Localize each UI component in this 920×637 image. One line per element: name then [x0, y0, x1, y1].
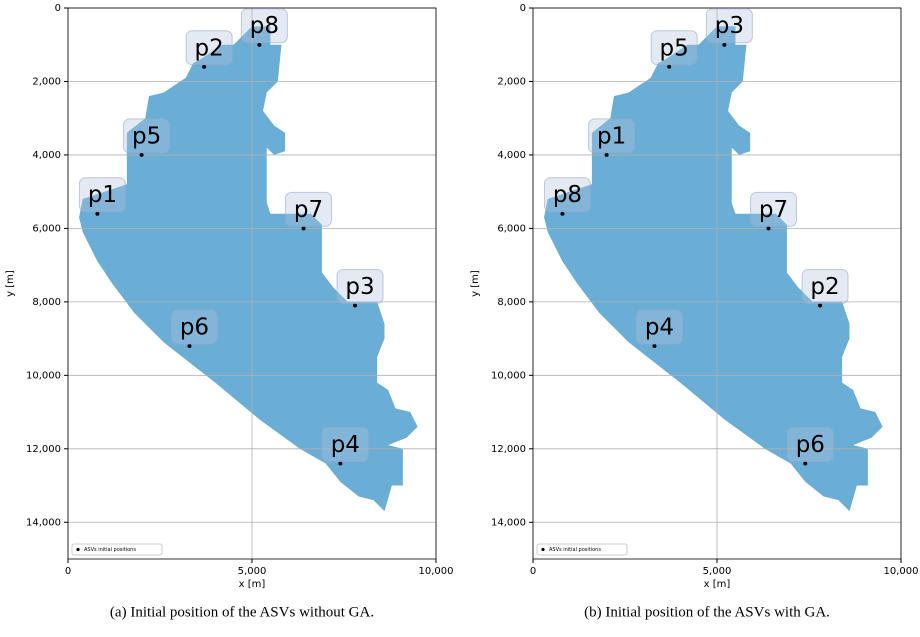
y-tick-label: 10,000 — [491, 370, 526, 381]
annotation-box — [588, 118, 636, 154]
point-label: p1 — [597, 123, 626, 149]
x-tick-label: 5,000 — [238, 566, 267, 577]
point-label: p8 — [250, 13, 279, 39]
point-label: p6 — [180, 314, 209, 340]
y-tick-label: 6,000 — [32, 223, 61, 234]
y-tick-label: 4,000 — [497, 150, 526, 161]
point-label: p1 — [88, 182, 117, 208]
point-label: p6 — [796, 432, 825, 458]
y-tick-label: 8,000 — [32, 297, 61, 308]
annotation-box — [705, 8, 753, 44]
x-tick-label: 5,000 — [703, 566, 732, 577]
point-label: p2 — [810, 274, 839, 300]
x-tick-label: 10,000 — [884, 566, 919, 577]
caption: (b) Initial position of the ASVs with GA… — [584, 604, 830, 620]
annotation-box — [185, 30, 233, 66]
y-tick-label: 4,000 — [32, 150, 61, 161]
y-tick-label: 14,000 — [26, 517, 61, 528]
legend-label: ASVs initial positions — [84, 547, 136, 553]
point-label: p4 — [645, 314, 674, 340]
panel-b: 0 5,000 10,000 0 2,000 4,000 6,000 8,000 10,000 1… — [470, 3, 919, 620]
annotation-box — [336, 269, 384, 305]
annotation-box — [170, 309, 218, 345]
asv-point — [301, 226, 306, 231]
asv-point — [353, 303, 358, 308]
plot-frame — [532, 7, 902, 560]
point-label: p2 — [195, 35, 224, 61]
y-tick-label: 12,000 — [26, 444, 61, 455]
y-tick-label: 12,000 — [491, 444, 526, 455]
asv-point — [667, 64, 672, 69]
asv-point — [202, 64, 207, 69]
y-tick-label: 10,000 — [26, 370, 61, 381]
asv-point — [766, 226, 771, 231]
annotation-box — [635, 309, 683, 345]
point-label: p7 — [759, 197, 788, 223]
asv-point — [95, 211, 100, 216]
legend-label: ASVs initial positions — [549, 547, 601, 553]
annotation-box — [801, 269, 849, 305]
point-label: p5 — [132, 123, 161, 149]
y-axis-label: y [m] — [470, 270, 481, 297]
x-tick-label: 0 — [530, 566, 536, 577]
point-label: p7 — [294, 197, 323, 223]
annotation-box — [78, 177, 126, 213]
asv-point — [604, 152, 609, 157]
annotation-box — [321, 426, 369, 462]
annotation-box — [123, 118, 171, 154]
annotation-box — [285, 191, 333, 227]
annotation-box — [240, 8, 288, 44]
point-label: p3 — [715, 13, 744, 39]
point-label: p3 — [345, 274, 374, 300]
y-tick-label: 0 — [55, 3, 61, 14]
y-tick-label: 0 — [520, 3, 526, 14]
asv-point — [803, 461, 808, 466]
point-label: p8 — [553, 182, 582, 208]
plot-frame — [67, 7, 437, 560]
annotation-box — [543, 177, 591, 213]
asv-point — [818, 303, 823, 308]
y-tick-label: 14,000 — [491, 517, 526, 528]
asv-point — [338, 461, 343, 466]
annotation-box — [786, 426, 834, 462]
annotation-box — [750, 191, 798, 227]
legend-box — [71, 543, 163, 556]
asv-point — [722, 42, 727, 47]
caption: (a) Initial position of the ASVs without… — [110, 604, 374, 620]
asv-point — [560, 211, 565, 216]
x-axis-label: x [m] — [704, 579, 731, 590]
y-tick-label: 2,000 — [32, 76, 61, 87]
legend-marker — [541, 547, 545, 552]
legend-marker — [76, 547, 80, 552]
point-label: p4 — [331, 432, 360, 458]
x-tick-label: 10,000 — [419, 566, 454, 577]
annotation-box — [650, 30, 698, 66]
asv-point — [187, 343, 192, 348]
asv-point — [652, 343, 657, 348]
x-axis-label: x [m] — [239, 579, 266, 590]
y-tick-label: 2,000 — [497, 76, 526, 87]
panel-a: 0 5,000 10,000 0 2,000 4,000 6,000 8,000 10,000 1… — [5, 3, 454, 620]
y-tick-label: 6,000 — [497, 223, 526, 234]
asv-point — [257, 42, 262, 47]
x-tick-label: 0 — [65, 566, 71, 577]
asv-point — [139, 152, 144, 157]
point-label: p5 — [660, 35, 689, 61]
legend-box — [536, 543, 628, 556]
y-axis-label: y [m] — [5, 270, 16, 297]
y-tick-label: 8,000 — [497, 297, 526, 308]
